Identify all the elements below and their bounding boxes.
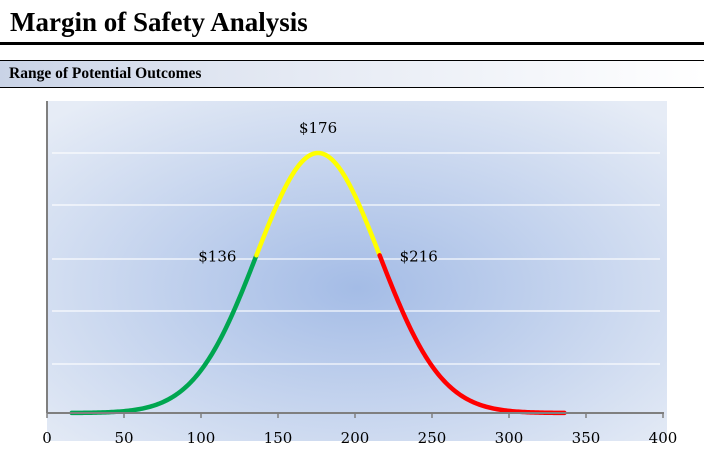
section-header: Range of Potential Outcomes xyxy=(0,61,704,87)
x-tick-label: 400 xyxy=(649,429,678,447)
x-tick-label: 150 xyxy=(264,429,293,447)
title-rule xyxy=(0,42,704,45)
chart-container: 0 50 100 150 200 250 300 350 400 $136 $176 $216 xyxy=(0,93,704,474)
x-axis-ticks: 0 50 100 150 200 250 300 350 400 xyxy=(42,413,677,447)
value-label: $216 xyxy=(400,247,438,265)
value-label: $176 xyxy=(299,119,337,137)
section-rule-bottom xyxy=(0,87,704,88)
curve-segment-mid xyxy=(254,150,382,258)
curve-labels: $136 $176 $216 xyxy=(198,119,438,265)
plot-background xyxy=(47,101,667,441)
value-label: $136 xyxy=(198,247,236,265)
section-title: Range of Potential Outcomes xyxy=(9,65,202,82)
page-title: Margin of Safety Analysis xyxy=(10,7,308,37)
x-tick-label: 250 xyxy=(418,429,447,447)
x-tick-label: 0 xyxy=(42,429,52,447)
gridlines xyxy=(52,152,660,365)
outcome-distribution-chart: 0 50 100 150 200 250 300 350 400 $136 $176 $216 xyxy=(42,101,677,447)
x-tick-label: 350 xyxy=(572,429,601,447)
x-tick-label: 50 xyxy=(114,429,133,447)
section-rule-top xyxy=(0,60,704,61)
x-tick-label: 200 xyxy=(341,429,370,447)
x-tick-label: 100 xyxy=(187,429,216,447)
x-tick-label: 300 xyxy=(495,429,524,447)
